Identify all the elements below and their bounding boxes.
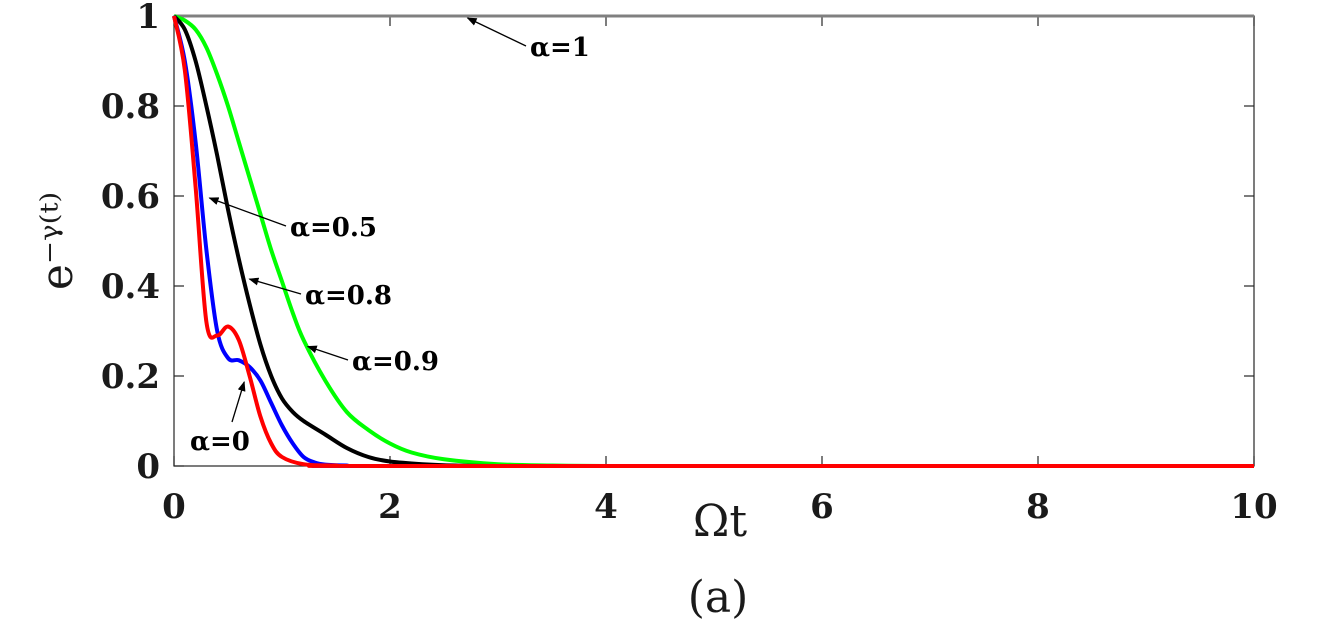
annotation-label: α=0.9: [352, 347, 439, 377]
y-tick-label: 1: [136, 0, 160, 37]
annotation-label: α=0.5: [290, 213, 377, 243]
annotation-label: α=1: [530, 33, 590, 63]
x-tick-label: 2: [378, 487, 402, 527]
plot-area: [173, 15, 1255, 467]
figure-caption: (a): [688, 572, 749, 622]
y-tick-label: 0.2: [101, 357, 160, 397]
annotation-arrow: [208, 197, 287, 227]
annotation-arrow: [306, 345, 349, 361]
y-tick-label: 0.6: [101, 177, 160, 217]
annotation-label: α=0: [190, 427, 250, 457]
tick-labels: 0 2 4 6 8 10 0 0.2 0.4 0.6 0.8 1: [101, 0, 1278, 527]
annotation-arrow: [231, 381, 246, 423]
x-tick-label: 10: [1230, 487, 1277, 527]
x-tick-label: 8: [1026, 487, 1050, 527]
x-axis-label: Ωt: [693, 496, 747, 547]
y-tick-label: 0.8: [101, 87, 160, 127]
x-tick-label: 4: [594, 487, 618, 527]
x-tick-label: 6: [810, 487, 834, 527]
x-tick-label: 0: [162, 487, 186, 527]
annotation-arrow: [248, 277, 302, 295]
annotations: α=1 α=0.5 α=0.8 α=0.9 α=0: [190, 17, 590, 457]
annotation-arrow: [466, 17, 527, 47]
y-tick-label: 0.4: [101, 267, 160, 307]
y-axis-label: e⁻ᵞ⁽ᵗ⁾: [32, 192, 83, 290]
annotation-label: α=0.8: [305, 281, 392, 311]
series-line-alpha-0: [172, 15, 1255, 469]
series-group: [172, 14, 1255, 469]
y-tick-label: 0: [136, 447, 160, 487]
